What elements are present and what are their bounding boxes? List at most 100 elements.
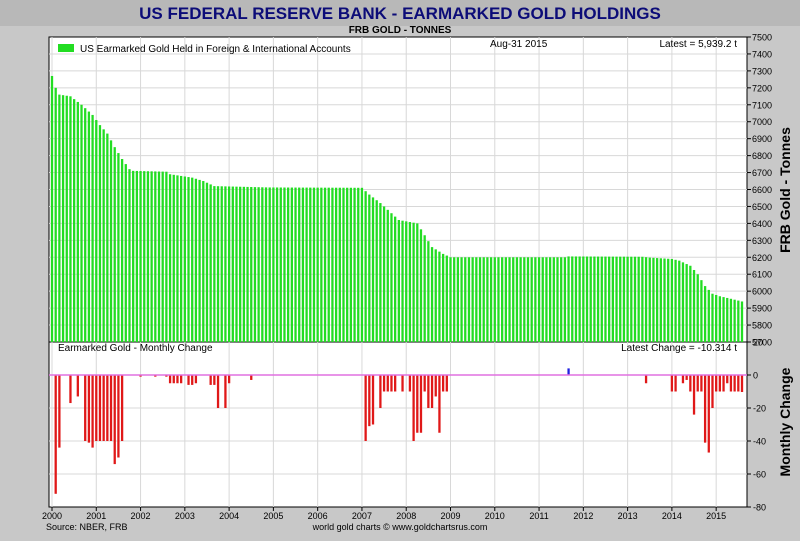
holdings-bar bbox=[183, 176, 186, 342]
change-bar bbox=[106, 375, 109, 441]
change-bar bbox=[98, 375, 102, 441]
holdings-bar bbox=[611, 256, 614, 342]
holdings-bar bbox=[246, 186, 249, 342]
y-tick-label: 6600 bbox=[752, 185, 772, 195]
source-label: Source: NBER, FRB bbox=[46, 522, 128, 532]
y-tick-label: 5700 bbox=[752, 338, 772, 348]
holdings-bar bbox=[608, 256, 611, 342]
change-bar bbox=[700, 375, 703, 392]
holdings-bar bbox=[504, 257, 507, 342]
change-bar bbox=[213, 375, 216, 385]
change-panel bbox=[48, 341, 748, 508]
holdings-bar bbox=[652, 257, 655, 342]
holdings-bar bbox=[250, 187, 253, 342]
change-bar bbox=[165, 375, 168, 377]
holdings-bar bbox=[685, 264, 688, 342]
holdings-bar bbox=[135, 170, 139, 342]
holdings-bar bbox=[659, 258, 662, 342]
holdings-bar bbox=[512, 257, 515, 342]
holdings-bar bbox=[574, 256, 578, 342]
holdings-bar bbox=[545, 257, 548, 342]
holdings-bar bbox=[390, 213, 393, 342]
change-bar bbox=[441, 375, 445, 392]
holdings-bar bbox=[368, 194, 371, 342]
change-bar bbox=[180, 375, 183, 384]
change-bar bbox=[427, 375, 430, 408]
holdings-bar bbox=[242, 186, 246, 342]
change-bar bbox=[364, 375, 367, 441]
change-bar bbox=[109, 375, 113, 441]
x-tick-label: 2003 bbox=[175, 511, 195, 521]
holdings-bar bbox=[556, 257, 559, 342]
holdings-bar bbox=[386, 209, 389, 342]
holdings-bar bbox=[478, 257, 482, 342]
holdings-bar bbox=[663, 258, 666, 342]
holdings-bar bbox=[571, 256, 574, 342]
holdings-bar bbox=[187, 177, 190, 342]
holdings-bar bbox=[700, 280, 703, 342]
y-tick-label: 6200 bbox=[752, 253, 772, 263]
change-bar bbox=[69, 375, 72, 404]
holdings-bar bbox=[216, 186, 220, 342]
x-tick-label: 2013 bbox=[618, 511, 638, 521]
legend-label: US Earmarked Gold Held in Foreign & Inte… bbox=[80, 44, 351, 55]
change-bar bbox=[379, 375, 382, 408]
change-bar bbox=[102, 375, 105, 441]
holdings-bar bbox=[622, 256, 626, 342]
holdings-bar bbox=[493, 257, 496, 342]
holdings-bar bbox=[157, 171, 161, 342]
holdings-bar bbox=[209, 184, 212, 342]
change-bar bbox=[168, 375, 172, 384]
holdings-bar bbox=[408, 222, 412, 342]
y-tick-label: 7500 bbox=[752, 33, 772, 43]
holdings-bar bbox=[401, 220, 404, 342]
change-bar bbox=[386, 375, 389, 392]
holdings-bar bbox=[272, 187, 275, 342]
holdings-bar bbox=[290, 187, 293, 342]
holdings-bar bbox=[515, 257, 519, 342]
holdings-bar bbox=[438, 251, 441, 342]
y-tick-label: 7100 bbox=[752, 100, 772, 110]
holdings-bar bbox=[419, 229, 423, 342]
holdings-bar bbox=[309, 187, 312, 342]
change-bar bbox=[194, 375, 198, 384]
holdings-bar bbox=[563, 257, 567, 342]
holdings-bar bbox=[526, 257, 530, 342]
y-tick-label: 6100 bbox=[752, 270, 772, 280]
change-bar bbox=[681, 375, 685, 384]
holdings-bar bbox=[596, 256, 600, 342]
chart-title: US FEDERAL RESERVE BANK - EARMARKED GOLD… bbox=[139, 4, 661, 23]
holdings-bar bbox=[320, 187, 323, 342]
x-tick-label: 2014 bbox=[662, 511, 682, 521]
change-bar bbox=[371, 375, 375, 425]
holdings-bar bbox=[139, 171, 142, 342]
change-bar bbox=[696, 375, 699, 392]
holdings-bar bbox=[91, 114, 94, 342]
date-label: Aug-31 2015 bbox=[490, 39, 548, 50]
change-bar bbox=[423, 375, 426, 392]
holdings-bar bbox=[73, 99, 76, 342]
holdings-bar bbox=[430, 247, 434, 342]
holdings-bar bbox=[508, 257, 511, 342]
change-bar bbox=[58, 375, 61, 448]
change-y-ticks: -80 -60 -40 -20 0 20 bbox=[747, 338, 766, 513]
holdings-bar bbox=[441, 253, 445, 342]
change-bar bbox=[154, 375, 157, 377]
holdings-bar bbox=[497, 257, 500, 342]
holdings-bar bbox=[180, 175, 183, 342]
holdings-bar bbox=[394, 216, 397, 342]
holdings-bar bbox=[464, 257, 467, 342]
x-tick-label: 2006 bbox=[308, 511, 328, 521]
holdings-bar bbox=[711, 293, 714, 342]
holdings-bar bbox=[578, 256, 581, 342]
y-tick-label: 5800 bbox=[752, 321, 772, 331]
holdings-bar bbox=[703, 286, 707, 342]
latest-change-label: Latest Change = -10.314 t bbox=[621, 343, 737, 354]
change-bar bbox=[224, 375, 227, 408]
holdings-bar bbox=[456, 257, 460, 342]
holdings-bar bbox=[98, 125, 102, 342]
holdings-bar bbox=[360, 187, 364, 342]
holdings-bars bbox=[50, 75, 744, 343]
change-bar bbox=[685, 375, 688, 380]
